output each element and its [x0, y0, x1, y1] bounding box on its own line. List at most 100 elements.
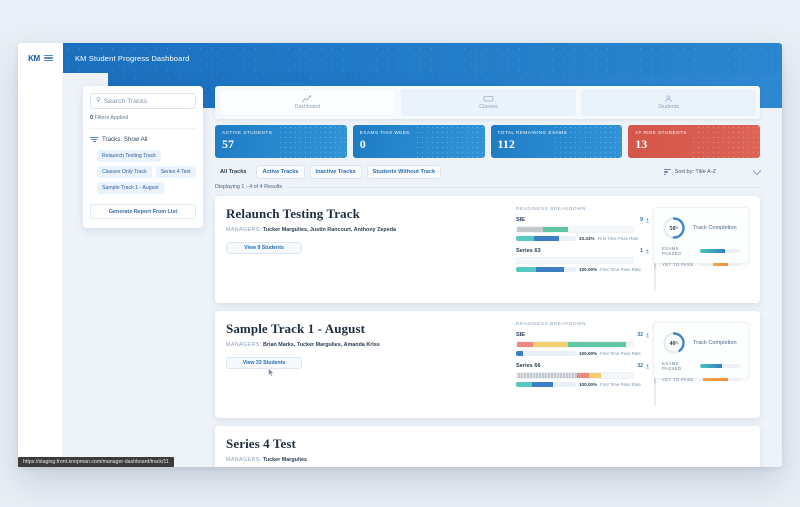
tab-classes-label: Classes	[479, 104, 498, 110]
track-card-info: Series 4 Test MANAGERS: Tucker Margulies	[226, 436, 516, 463]
kpi-value: 57	[222, 137, 234, 151]
metric-label: EXAMS PASSED	[662, 361, 682, 371]
left-rail	[18, 73, 63, 467]
filter-pill-inactive-tracks[interactable]: Inactive Tracks	[309, 165, 362, 179]
generate-report-button[interactable]: Generate Report From List	[90, 204, 196, 219]
hamburger-menu-icon[interactable]	[43, 54, 53, 62]
tab-classes[interactable]: Classes	[401, 89, 576, 116]
filter-pill-group: All Tracks Active Tracks Inactive Tracks…	[215, 165, 442, 179]
segment-green	[568, 342, 627, 347]
exam-name: Series 63	[516, 248, 541, 254]
exam-name: SIE	[516, 217, 526, 223]
managers-names: Brian Marks, Tucker Margulies, Amanda Kr…	[263, 342, 380, 348]
track-card-info: Sample Track 1 - August MANAGERS: Brian …	[226, 321, 516, 408]
exam-row: Series 66 32	[516, 363, 650, 387]
search-icon: ⚲	[96, 96, 101, 104]
track-chip[interactable]: Relaunch Testing Track	[97, 150, 161, 162]
readiness-scroll-area: SIE 9	[516, 217, 656, 291]
pass-rate-label: First Time Pass Rate	[600, 267, 641, 272]
gauge-row: 40% Track Completion	[662, 331, 740, 355]
generate-report-label: Generate Report From List	[108, 208, 178, 215]
track-card[interactable]: Series 4 Test MANAGERS: Tucker Margulies	[215, 426, 760, 467]
metric-bar	[700, 377, 740, 382]
pass-rate-label: First Time Pass Rate	[600, 351, 641, 356]
exam-header: Series 66 32	[516, 363, 650, 369]
exam-count-value: 32	[637, 363, 643, 369]
classes-icon	[483, 95, 494, 102]
filter-pill-all-tracks[interactable]: All Tracks	[220, 169, 247, 175]
filters-applied-label: Filters Applied	[93, 115, 129, 121]
exam-count-value: 1	[640, 248, 643, 254]
exam-count-value: 32	[637, 332, 643, 338]
app-title: KM Student Progress Dashboard	[75, 53, 190, 63]
segment-red	[577, 373, 589, 378]
pass-rate-row: 100.00% First Time Pass Rate	[516, 382, 650, 387]
metric-bar	[700, 364, 740, 368]
mouse-cursor-icon	[268, 368, 275, 377]
pass-rate-value: 100.00%	[579, 267, 598, 272]
track-card[interactable]: Sample Track 1 - August MANAGERS: Brian …	[215, 311, 760, 418]
filter-bar: All Tracks Active Tracks Inactive Tracks…	[215, 165, 762, 179]
exam-name: Series 66	[516, 363, 541, 369]
track-chip[interactable]: Sample Track 1 - August	[97, 182, 164, 194]
gauge-ring-icon	[663, 332, 685, 354]
view-students-label: View 9 Students	[244, 245, 284, 251]
app-bar-banner: KM Student Progress Dashboard	[63, 43, 782, 73]
segment-yellow	[588, 373, 601, 378]
kpi-exams-this-week: EXAMS THIS WEEK 0	[352, 125, 485, 158]
sort-icon	[663, 169, 671, 175]
km-logo: KM	[28, 53, 40, 63]
view-students-button[interactable]: View 9 Students	[226, 242, 302, 254]
results-count-text: Displaying 1 - 4 of 4 Results	[215, 184, 283, 190]
segment-empty	[600, 373, 633, 378]
metric-label: EXAMS PASSED	[662, 246, 682, 256]
exam-name: SIE	[516, 332, 526, 338]
kpi-label: EXAMS THIS WEEK	[359, 130, 410, 135]
metric-label: YET TO PASS	[662, 377, 694, 382]
track-chip[interactable]: Series 4 Test	[155, 166, 196, 178]
chevron-down-icon[interactable]	[752, 166, 762, 176]
segment-red	[517, 342, 534, 347]
tracks-filter-row[interactable]: Tracks: Show All	[90, 136, 196, 143]
tab-students[interactable]: Students	[581, 89, 756, 116]
content-canvas: ⚲ Search Tracks 0 Filters Applied Tracks…	[63, 73, 782, 467]
exam-student-count: 9	[640, 217, 650, 223]
filter-pill-active-tracks[interactable]: Active Tracks	[256, 165, 305, 179]
exam-segment-bar	[516, 372, 634, 379]
pass-rate-label: First Time Pass Rate	[600, 382, 641, 387]
metric-exams-passed: EXAMS PASSED	[662, 246, 740, 256]
metric-bar	[700, 249, 740, 253]
kpi-label: ACTIVE STUDENTS	[222, 130, 273, 135]
track-completion-panel: 40% Track Completion EXAMS PASSED YET TO…	[653, 322, 749, 382]
kpi-label: AT RISK STUDENTS	[635, 130, 687, 135]
segment-yellow	[533, 342, 569, 347]
filter-pill-students-without-track[interactable]: Students Without Track	[366, 165, 442, 179]
sort-control[interactable]: Sort by: Title A-Z	[663, 166, 762, 176]
search-tracks-input[interactable]: ⚲ Search Tracks	[90, 93, 196, 109]
exam-segment-bar	[516, 257, 634, 264]
segment-gray	[517, 227, 543, 232]
kpi-value: 0	[359, 137, 366, 151]
kpi-active-students: ACTIVE STUDENTS 57	[215, 125, 347, 158]
managers-names: Tucker Margulies	[263, 457, 307, 463]
view-students-button[interactable]: View 33 Students	[226, 357, 302, 377]
exam-header: SIE 9	[516, 217, 650, 223]
filter-icon	[90, 136, 98, 143]
track-card-list: Relaunch Testing Track MANAGERS: Tucker …	[215, 196, 760, 467]
view-students-label: View 33 Students	[242, 360, 286, 366]
gauge-caption: Track Completion	[693, 224, 737, 231]
tab-dashboard[interactable]: Dashboard	[219, 89, 396, 116]
exam-row: SIE 32	[516, 332, 650, 356]
track-card[interactable]: Relaunch Testing Track MANAGERS: Tucker …	[215, 196, 760, 303]
kpi-label: TOTAL REMAINING EXAMS	[497, 130, 568, 135]
pass-rate-row: 100.00% First Time Pass Rate	[516, 267, 650, 272]
completion-percent: 40%	[669, 339, 679, 347]
results-divider	[288, 186, 760, 188]
kpi-row: ACTIVE STUDENTS 57 EXAMS THIS WEEK 0 TOT…	[215, 125, 760, 158]
track-chip[interactable]: Classes Only Track	[97, 166, 152, 178]
metric-label: YET TO PASS	[662, 262, 694, 267]
track-title: Relaunch Testing Track	[226, 206, 360, 221]
metric-bar	[700, 262, 740, 267]
exam-student-count: 32	[637, 332, 650, 338]
managers-label: MANAGERS:	[226, 457, 262, 463]
